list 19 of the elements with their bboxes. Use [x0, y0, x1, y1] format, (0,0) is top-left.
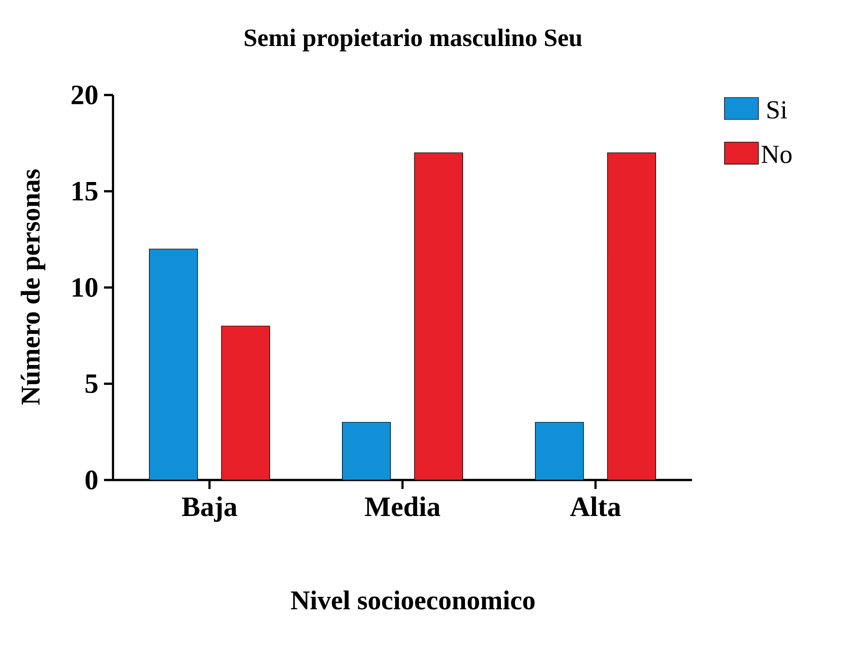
bar [342, 422, 391, 480]
y-tick-label: 5 [86, 374, 98, 394]
y-tick-label: 20 [72, 86, 98, 104]
x-tick-label: Alta [570, 496, 621, 516]
y-tick-label: 10 [72, 278, 98, 297]
x-tick-label: Baja [182, 496, 238, 522]
y-tick-label: 0 [86, 470, 98, 490]
bar [414, 152, 464, 480]
x-axis-title: Nivel socioeconomico [290, 590, 535, 610]
bar [148, 248, 198, 480]
bar [607, 152, 656, 480]
y-tick-label: 15 [72, 182, 98, 201]
y-axis-title: Número de personas [20, 169, 46, 405]
chart-title: Semi propietario masculino Seu [244, 28, 582, 52]
x-tick-label: Media [364, 496, 440, 516]
bar [221, 326, 270, 480]
bar [534, 422, 584, 480]
legend-label: Si [768, 101, 787, 119]
legend-label: No [762, 146, 792, 164]
